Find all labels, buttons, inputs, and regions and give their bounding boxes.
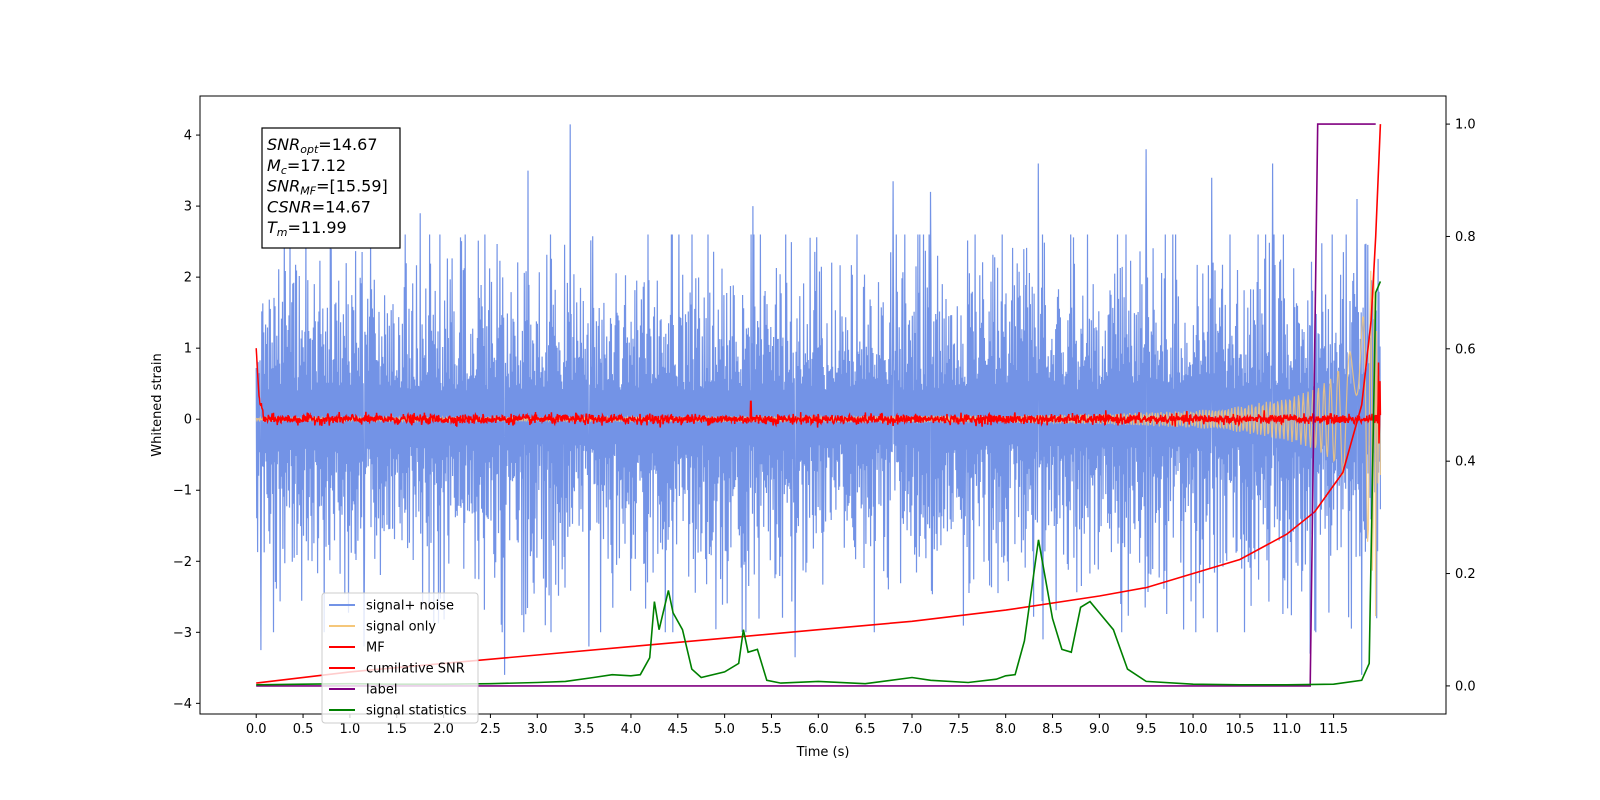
x-tick-label: 4.0 [621,722,642,737]
x-tick-label: 7.0 [902,722,923,737]
series-label [256,123,1376,687]
legend-label: label [366,683,397,698]
y-axis-right: 0.0 0.2 0.4 0.6 0.8 1.0 [1446,118,1476,694]
x-axis-title: Time (s) [796,745,850,760]
legend-label: signal only [366,620,436,635]
x-tick-label: 5.5 [761,722,782,737]
y2-tick-label: 1.0 [1455,118,1476,133]
y-tick-label: −3 [173,626,192,641]
stats-line: Tm=11.99 [267,218,347,239]
stats-line: CSNR=14.67 [267,197,371,216]
stats-box: SNRopt=14.67Mc=17.12SNRMF=[15.59]CSNR=14… [261,127,401,249]
x-tick-label: 9.0 [1089,722,1110,737]
y2-tick-label: 0.4 [1455,455,1476,470]
y2-tick-label: 0.8 [1455,230,1476,245]
x-tick-label: 6.5 [855,722,876,737]
y-axis-left: −4 −3 −2 −1 0 1 2 3 4 [173,129,200,712]
x-tick-label: 8.0 [995,722,1016,737]
x-tick-label: 0.5 [293,722,314,737]
stats-line: Mc=17.12 [267,156,346,177]
y-tick-label: −1 [173,484,192,499]
x-tick-label: 0.0 [246,722,267,737]
x-tick-label: 9.5 [1136,722,1157,737]
x-tick-label: 3.0 [527,722,548,737]
y-axis-title: Whitened strain [150,353,165,456]
y-tick-label: 2 [184,271,192,286]
series-signal-statistics [256,281,1382,686]
y2-tick-label: 0.0 [1455,679,1476,694]
x-axis: 0.0 0.5 1.0 1.5 2.0 2.5 3.0 3.5 4.0 4.5 5.0 5.5 6.0 6… [246,714,1348,737]
y-tick-label: 1 [184,342,192,357]
legend-label: cumilative SNR [366,662,465,677]
y-tick-label: −4 [173,697,192,712]
legend-label: signal statistics [366,704,467,719]
x-tick-label: 11.0 [1272,722,1301,737]
legend: signal+ noise signal only MF cumilative SNR… [321,592,479,724]
stats-line: SNRMF=[15.59] [267,177,388,198]
plot-area [255,123,1382,687]
x-tick-label: 7.5 [948,722,969,737]
x-tick-label: 10.0 [1179,722,1208,737]
y-tick-label: 4 [184,129,192,144]
x-tick-label: 10.5 [1225,722,1254,737]
stats-line: SNRopt=14.67 [267,135,378,156]
series-cumulative-snr [256,124,1382,684]
y2-tick-label: 0.2 [1455,567,1476,582]
x-tick-label: 6.0 [808,722,829,737]
y-tick-label: −2 [173,555,192,570]
y-tick-label: 3 [184,200,192,215]
x-tick-label: 11.5 [1319,722,1348,737]
x-tick-label: 2.5 [480,722,501,737]
x-tick-label: 5.0 [714,722,735,737]
series-mf [255,348,1382,444]
y2-tick-label: 0.6 [1455,342,1476,357]
y-tick-label: 0 [184,413,192,428]
x-tick-label: 1.5 [386,722,407,737]
x-tick-label: 4.5 [667,722,688,737]
legend-label: MF [366,641,385,656]
x-tick-label: 1.0 [340,722,361,737]
x-tick-label: 2.0 [433,722,454,737]
x-tick-label: 8.5 [1042,722,1063,737]
plot-frame [199,95,1447,715]
x-tick-label: 3.5 [574,722,595,737]
stats-box-frame [261,127,401,249]
legend-frame [321,592,479,724]
legend-label: signal+ noise [366,599,454,614]
